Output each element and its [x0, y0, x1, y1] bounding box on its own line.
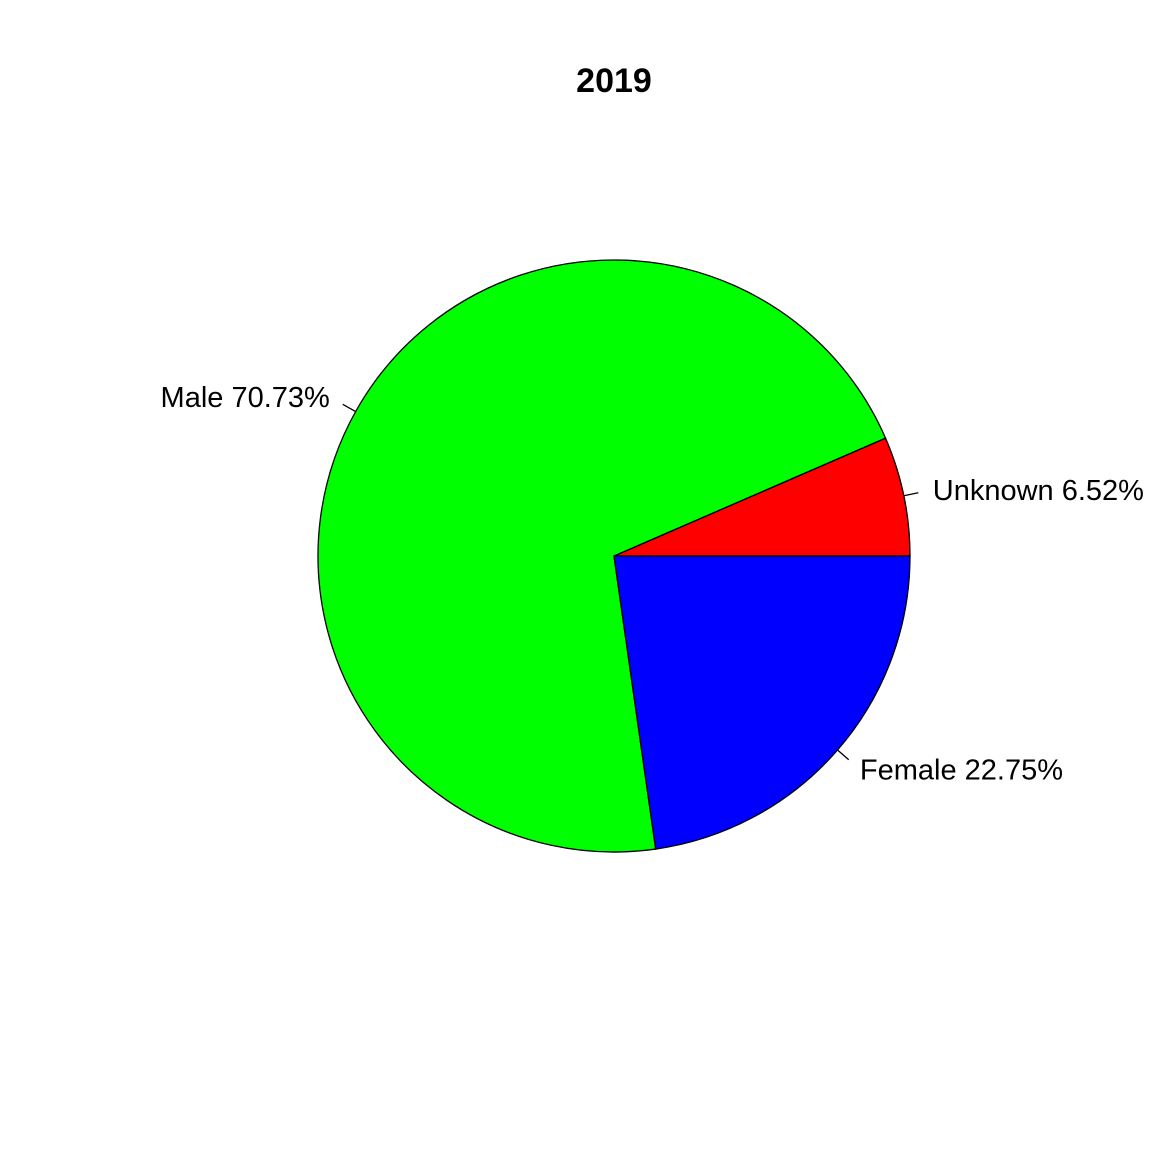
leader-lines — [342, 403, 919, 761]
leader-line-female — [837, 749, 850, 761]
slice-label-female: Female 22.75% — [860, 754, 1063, 786]
leader-line-unknown — [903, 492, 919, 497]
pie-slice-male — [317, 259, 887, 853]
leader-line-male — [342, 403, 356, 413]
slice-label-unknown: Unknown 6.52% — [933, 475, 1144, 507]
chart-title: 2019 — [576, 62, 652, 100]
pie-slice-unknown — [613, 437, 911, 557]
pie-slices — [317, 259, 911, 853]
slice-labels: Unknown 6.52% Male 70.73% Female 22.75% — [161, 382, 1144, 786]
slice-label-male: Male 70.73% — [161, 382, 330, 414]
pie-slice-female — [613, 555, 911, 850]
